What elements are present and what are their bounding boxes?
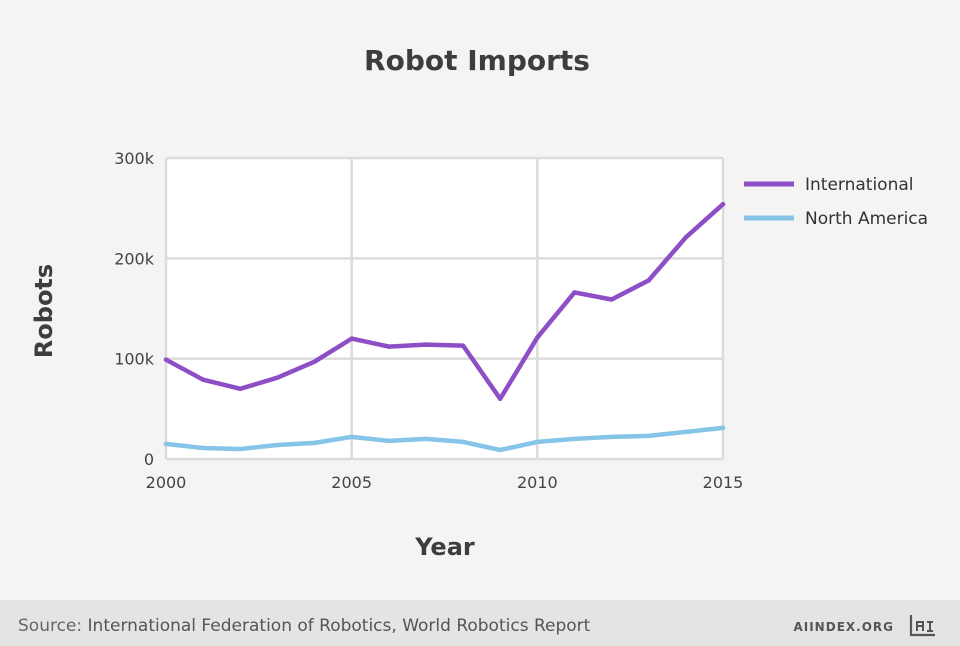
legend-label-international: International [805, 175, 914, 195]
data-point-north-america [683, 429, 689, 435]
legend: International North America [744, 175, 928, 229]
data-point-north-america [238, 446, 243, 452]
data-point-north-america [386, 438, 391, 444]
tick-labels: 0 100k 200k 300k 2000 2005 2010 2015 [114, 149, 743, 492]
data-point-north-america [312, 440, 317, 446]
source-text: International Federation of Robotics, Wo… [87, 616, 591, 636]
data-point-north-america [646, 433, 651, 439]
source-note: Source: International Federation of Robo… [18, 616, 590, 636]
x-tick-label: 2005 [331, 473, 372, 492]
x-axis-title: Year [414, 533, 475, 561]
data-point-international [312, 359, 317, 364]
data-point-international [683, 235, 689, 240]
source-label: Source: [18, 616, 83, 636]
footer-bar: Source: International Federation of Robo… [0, 600, 960, 646]
data-point-north-america [200, 445, 206, 451]
x-tick-label: 2000 [146, 473, 187, 492]
data-point-international [460, 343, 466, 348]
y-tick-label: 0 [144, 450, 154, 469]
data-point-international [163, 357, 169, 362]
data-point-international [200, 377, 206, 382]
y-tick-label: 200k [114, 249, 155, 268]
data-point-north-america [720, 425, 726, 431]
data-point-north-america [349, 434, 354, 440]
x-tick-label: 2010 [517, 473, 558, 492]
plot-background [166, 158, 723, 459]
data-point-international [720, 201, 726, 207]
data-point-north-america [535, 439, 540, 445]
data-point-north-america [275, 442, 280, 448]
series-line-international [163, 201, 726, 402]
series-line-north-america [163, 425, 726, 453]
chart-area: Robot Imports 0 100k 200k 300k 2000 2005 2010 2… [30, 44, 928, 561]
grid-lines [164, 156, 725, 461]
data-point-international [535, 335, 540, 340]
data-point-north-america [609, 434, 614, 440]
chart-svg: Robot Imports 0 100k 200k 300k 2000 2005 2010 2… [30, 44, 928, 561]
data-point-international [238, 386, 243, 391]
data-point-north-america [498, 447, 503, 453]
y-tick-label: 100k [114, 350, 155, 369]
data-point-north-america [163, 441, 169, 447]
data-point-north-america [460, 439, 466, 445]
y-axis-title: Robots [30, 264, 58, 358]
data-point-international [275, 375, 280, 380]
data-point-international [498, 396, 503, 401]
brand-link[interactable]: AIINDEX.ORG [793, 620, 894, 634]
data-point-international [423, 342, 429, 347]
data-point-international [609, 297, 614, 302]
data-point-north-america [423, 436, 429, 442]
data-point-international [646, 278, 651, 283]
data-point-international [349, 336, 354, 341]
series-layer [163, 201, 726, 453]
chart-title: Robot Imports [364, 44, 590, 77]
x-tick-label: 2015 [703, 473, 744, 492]
ai-logo-icon [909, 615, 935, 637]
legend-label-north-america: North America [805, 209, 928, 229]
y-tick-label: 300k [114, 149, 155, 168]
data-point-international [572, 290, 577, 295]
data-point-international [386, 344, 391, 349]
data-point-north-america [572, 436, 577, 442]
